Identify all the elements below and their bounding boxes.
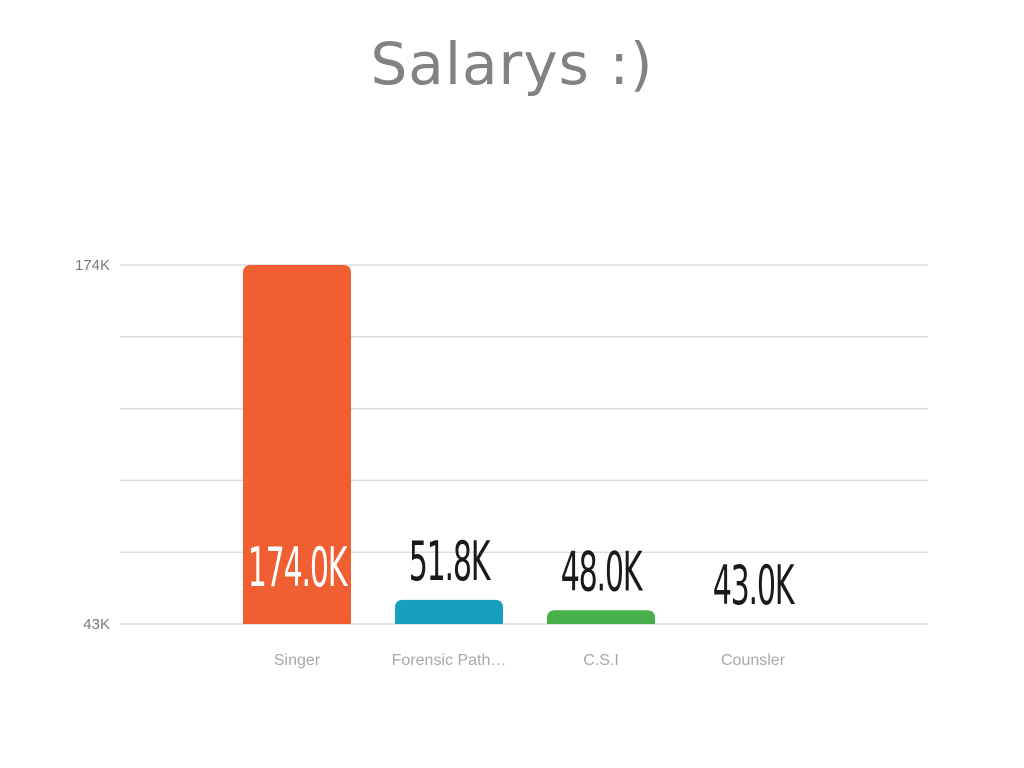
y-tick-label: 43K <box>83 616 110 633</box>
bar <box>395 599 503 624</box>
x-tick-label: Counsler <box>721 652 786 669</box>
chart-title: Salarys :) <box>370 30 654 98</box>
x-tick-label: Forensic Path… <box>392 652 507 669</box>
y-axis-ticks: 174K 43K <box>75 257 110 633</box>
data-label: 51.8K <box>409 529 492 593</box>
grid-lines <box>120 264 928 625</box>
data-label: 48.0K <box>561 540 644 604</box>
bar <box>243 265 351 624</box>
data-labels: 174.0K 51.8K 48.0K 43.0K <box>248 529 797 618</box>
x-tick-label: Singer <box>274 652 321 669</box>
x-tick-label: C.S.I <box>583 652 619 669</box>
data-label: 43.0K <box>713 554 796 618</box>
y-tick-label: 174K <box>75 257 110 274</box>
bars <box>243 265 655 624</box>
bar <box>547 610 655 624</box>
data-label: 174.0K <box>248 536 349 600</box>
x-axis-ticks: Singer Forensic Path… C.S.I Counsler <box>274 652 786 669</box>
